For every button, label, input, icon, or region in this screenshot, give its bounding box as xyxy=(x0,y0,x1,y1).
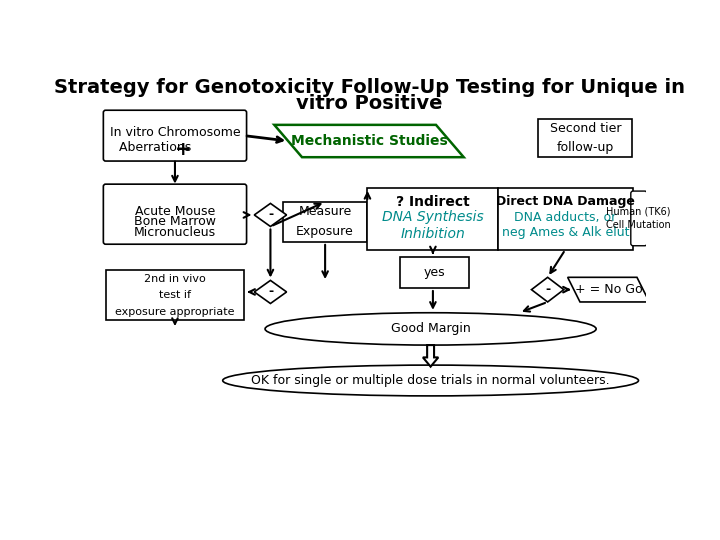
Text: Acute Mouse: Acute Mouse xyxy=(135,205,215,218)
Text: yes: yes xyxy=(423,266,445,279)
Text: Direct DNA Damage: Direct DNA Damage xyxy=(496,195,635,208)
Text: vitro Positive: vitro Positive xyxy=(296,94,442,113)
Text: In vitro Chromosome: In vitro Chromosome xyxy=(109,126,240,139)
Ellipse shape xyxy=(265,313,596,345)
Polygon shape xyxy=(254,280,287,303)
Text: Measure: Measure xyxy=(299,205,352,218)
Bar xyxy=(400,257,469,288)
Text: ? Indirect: ? Indirect xyxy=(396,195,469,209)
Text: -: - xyxy=(268,286,273,299)
Text: Second tier: Second tier xyxy=(549,122,621,135)
Text: Aberrations: Aberrations xyxy=(120,141,199,154)
Polygon shape xyxy=(423,345,438,367)
Text: +: + xyxy=(174,140,191,159)
Text: Micronucleus: Micronucleus xyxy=(134,226,216,239)
Text: -: - xyxy=(545,283,550,296)
Bar xyxy=(106,271,244,320)
FancyBboxPatch shape xyxy=(104,110,246,161)
Bar xyxy=(539,119,632,157)
Text: Human (TK6): Human (TK6) xyxy=(606,206,671,216)
Text: + = No Go: + = No Go xyxy=(575,283,642,296)
Text: Good Margin: Good Margin xyxy=(391,322,470,335)
Text: DNA adducts, or: DNA adducts, or xyxy=(514,211,616,224)
Text: DNA Synthesis: DNA Synthesis xyxy=(382,210,484,224)
Polygon shape xyxy=(274,125,464,157)
Polygon shape xyxy=(567,278,649,302)
Text: Cell Mutation: Cell Mutation xyxy=(606,220,671,230)
Text: -: - xyxy=(268,208,273,221)
Text: Strategy for Genotoxicity Follow-Up Testing for Unique in: Strategy for Genotoxicity Follow-Up Test… xyxy=(53,78,685,97)
Polygon shape xyxy=(254,204,287,226)
Text: follow-up: follow-up xyxy=(557,141,614,154)
FancyBboxPatch shape xyxy=(631,191,647,246)
Bar xyxy=(498,188,633,249)
Polygon shape xyxy=(531,278,564,302)
Text: neg Ames & Alk elut: neg Ames & Alk elut xyxy=(502,226,629,239)
Bar xyxy=(283,202,367,242)
Text: Mechanistic Studies: Mechanistic Studies xyxy=(291,134,447,148)
Text: exposure appropriate: exposure appropriate xyxy=(115,307,235,317)
Text: Exposure: Exposure xyxy=(296,225,354,238)
FancyBboxPatch shape xyxy=(104,184,246,244)
Text: 2nd in vivo: 2nd in vivo xyxy=(144,274,206,284)
Ellipse shape xyxy=(222,365,639,396)
Text: Inhibition: Inhibition xyxy=(400,227,465,241)
Bar xyxy=(367,188,498,249)
Text: test if: test if xyxy=(159,291,191,300)
Text: OK for single or multiple dose trials in normal volunteers.: OK for single or multiple dose trials in… xyxy=(251,374,610,387)
Text: Bone Marrow: Bone Marrow xyxy=(134,215,216,228)
